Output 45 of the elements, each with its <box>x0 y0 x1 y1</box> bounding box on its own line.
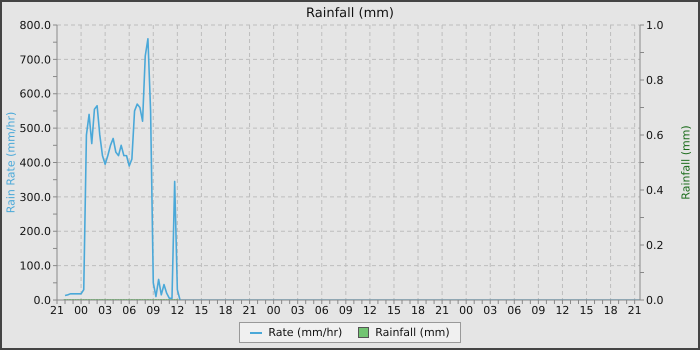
y-tick-label: 400.0 <box>20 156 51 170</box>
y-tick-label: 700.0 <box>20 53 51 66</box>
x-tick-label: 03 <box>98 304 112 317</box>
y2-tick-label: 1.0 <box>646 18 664 32</box>
x-tick-label: 06 <box>122 304 136 317</box>
y2-axis-title: Rainfall (mm) <box>680 125 692 200</box>
x-tick-label: 03 <box>290 304 305 317</box>
legend-label: Rainfall (mm) <box>374 326 450 339</box>
x-tick-label: 09 <box>338 304 353 317</box>
x-tick-label: 06 <box>314 304 329 317</box>
y2-tick-label: 0.8 <box>646 74 664 87</box>
x-tick-label: 09 <box>531 304 546 317</box>
y2-tick-label: 0.2 <box>646 238 664 252</box>
x-tick-label: 18 <box>604 304 618 317</box>
x-tick-label: 21 <box>50 304 64 317</box>
y-tick-label: 800.0 <box>20 18 51 32</box>
y-tick-label: 200.0 <box>20 225 51 238</box>
y-tick-label: 300.0 <box>20 190 51 204</box>
x-tick-label: 15 <box>580 304 594 317</box>
x-tick-label: 09 <box>146 304 160 317</box>
x-tick-label: 12 <box>362 304 377 317</box>
y-tick-label: 600.0 <box>20 88 51 101</box>
x-tick-label: 12 <box>555 304 570 317</box>
x-tick-label: 21 <box>628 304 642 317</box>
x-tick-label: 18 <box>218 304 232 317</box>
chart-title: Rainfall (mm) <box>306 6 394 21</box>
y-axis-title: Rain Rate (mm/hr) <box>4 112 18 214</box>
x-tick-label: 03 <box>483 304 498 317</box>
x-tick-label: 00 <box>266 304 281 317</box>
y-tick-label: 500.0 <box>20 122 51 136</box>
x-tick-label: 15 <box>386 304 401 317</box>
x-tick-label: 00 <box>459 304 474 317</box>
x-tick-label: 18 <box>411 304 426 317</box>
y2-tick-label: 0.4 <box>646 184 664 197</box>
y2-tick-label: 0.6 <box>646 128 664 142</box>
x-tick-label: 15 <box>194 304 208 317</box>
x-tick-label: 00 <box>74 304 88 317</box>
x-tick-label: 12 <box>170 304 184 317</box>
y-tick-label: 0.0 <box>34 294 51 307</box>
legend-label: Rate (mm/hr) <box>267 326 342 339</box>
y2-tick-label: 0.0 <box>646 294 664 307</box>
y-tick-label: 100.0 <box>20 260 51 273</box>
x-tick-label: 21 <box>435 304 450 317</box>
x-tick-label: 21 <box>242 304 257 317</box>
x-tick-label: 06 <box>507 304 522 317</box>
